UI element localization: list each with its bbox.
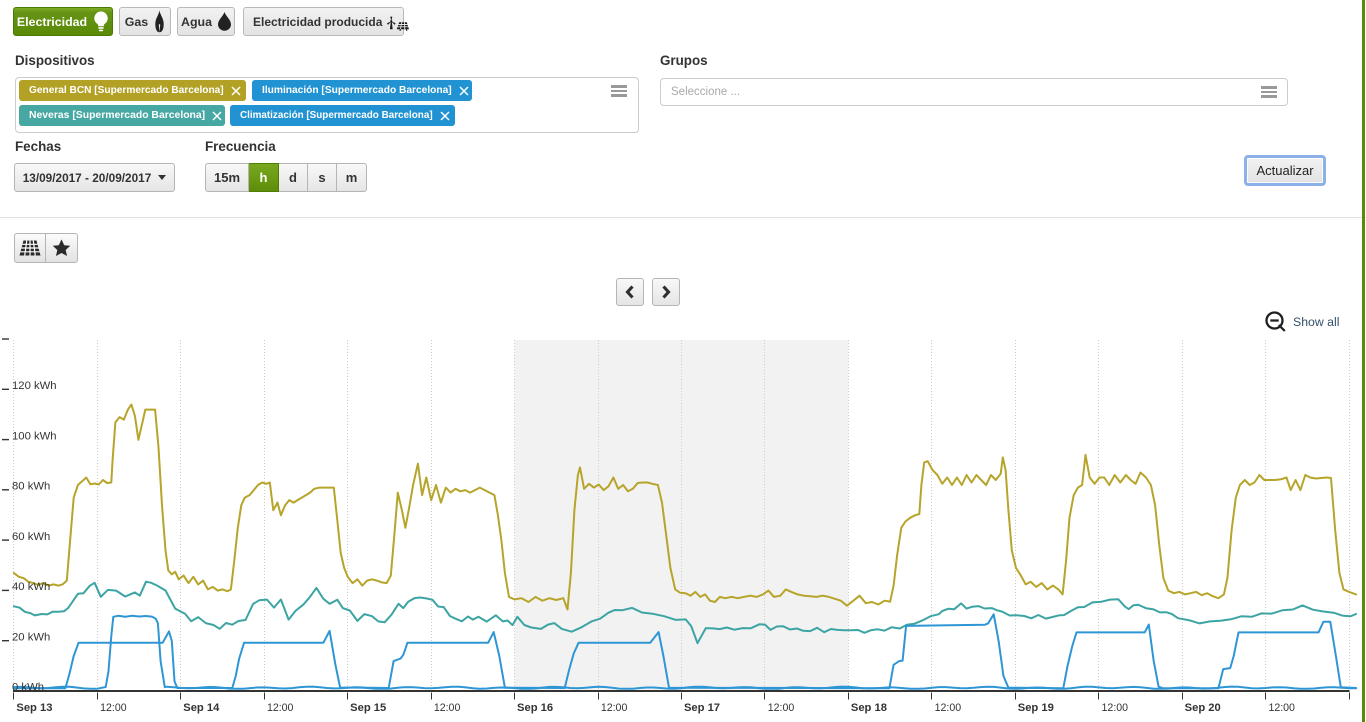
svg-text:12:00: 12:00 (935, 702, 962, 714)
svg-text:Sep 18: Sep 18 (851, 702, 887, 714)
svg-text:Sep 13: Sep 13 (16, 702, 52, 714)
svg-text:Sep 15: Sep 15 (350, 702, 386, 714)
svg-text:12:00: 12:00 (267, 702, 294, 714)
svg-text:12:00: 12:00 (434, 702, 461, 714)
svg-text:Sep 17: Sep 17 (684, 702, 720, 714)
svg-text:12:00: 12:00 (1102, 702, 1129, 714)
svg-text:12:00: 12:00 (100, 702, 127, 714)
svg-text:12:00: 12:00 (601, 702, 628, 714)
svg-text:Sep 20: Sep 20 (1185, 702, 1221, 714)
svg-text:20 kWh: 20 kWh (12, 631, 50, 643)
svg-text:100 kWh: 100 kWh (12, 430, 57, 442)
svg-text:Sep 19: Sep 19 (1018, 702, 1054, 714)
svg-text:0 kWh: 0 kWh (12, 682, 44, 694)
svg-text:12:00: 12:00 (768, 702, 795, 714)
svg-text:40 kWh: 40 kWh (12, 581, 50, 593)
svg-text:120 kWh: 120 kWh (12, 380, 57, 392)
svg-text:Sep 16: Sep 16 (517, 702, 553, 714)
svg-text:Sep 14: Sep 14 (183, 702, 220, 714)
svg-text:60 kWh: 60 kWh (12, 531, 50, 543)
svg-text:80 kWh: 80 kWh (12, 481, 50, 493)
svg-text:12:00: 12:00 (1268, 702, 1295, 714)
